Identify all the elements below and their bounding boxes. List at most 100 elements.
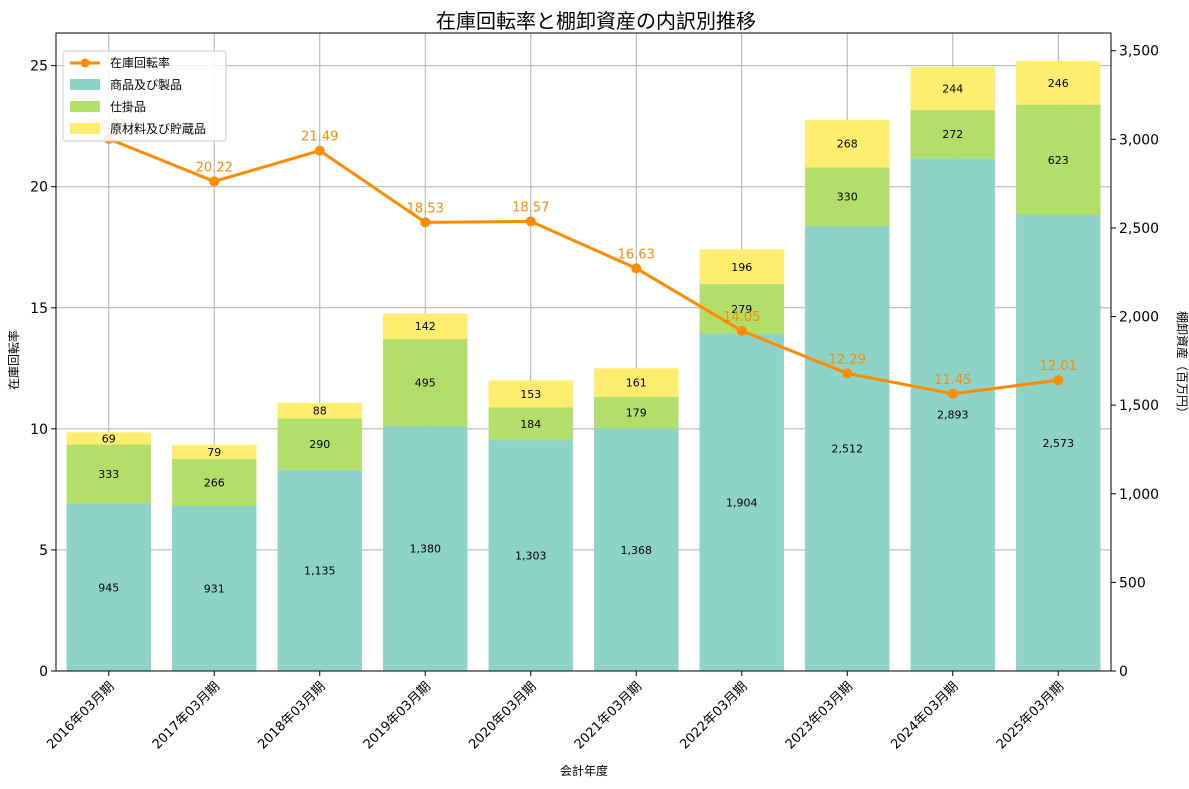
bar-segment	[594, 396, 679, 429]
bar-segment	[1016, 104, 1101, 216]
turnover-point	[842, 368, 853, 379]
turnover-value-label: 18.57	[512, 200, 549, 215]
left-tick-label: 5	[39, 543, 48, 559]
right-axis-label: 棚卸資産（百万円）	[1175, 311, 1189, 419]
bar-segment	[488, 407, 573, 441]
bar-value-label: 2,573	[1043, 437, 1075, 450]
left-tick-label: 10	[30, 422, 48, 438]
right-tick-label: 2,500	[1119, 221, 1159, 237]
legend-swatch-wip	[70, 101, 100, 112]
bar-segment	[910, 110, 995, 159]
bar-segment	[172, 458, 257, 507]
bar-labels: 945 333 69 931 266 79 1,135 290 88 1,380 495 142 1,3…	[98, 77, 1074, 596]
bar-segment	[172, 444, 257, 459]
bar-segment	[699, 333, 784, 671]
bar-segment	[277, 418, 362, 470]
bar-value-label: 246	[1048, 77, 1069, 90]
left-axis-label: 在庫回転率	[6, 330, 21, 390]
bar-value-label: 333	[98, 468, 119, 481]
bar-value-label: 184	[520, 418, 541, 431]
left-tick-label: 0	[39, 664, 48, 680]
turnover-value-label: 16.63	[618, 247, 655, 262]
legend-swatch-products	[70, 79, 100, 90]
x-tick-label: 2019年03月期	[361, 679, 434, 752]
x-tick-label: 2022年03月期	[677, 679, 750, 752]
legend-label-products: 商品及び製品	[110, 77, 182, 92]
bar-segment	[383, 338, 468, 427]
legend-label-materials: 原材料及び貯蔵品	[110, 122, 206, 136]
bar-value-label: 1,303	[515, 550, 547, 563]
turnover-point	[209, 176, 220, 187]
right-tick-label: 500	[1119, 575, 1146, 591]
bar-segment	[1016, 61, 1101, 105]
left-tick-label: 20	[30, 180, 48, 196]
turnover-value-label: 12.01	[1040, 359, 1077, 374]
x-tick-label: 2020年03月期	[466, 679, 539, 752]
legend: 在庫回転率 商品及び製品 仕掛品 原材料及び貯蔵品	[62, 50, 227, 142]
bar-segment	[805, 225, 890, 671]
bar-segment	[488, 440, 573, 671]
bar-value-label: 1,135	[304, 564, 336, 577]
left-tick-label: 15	[30, 301, 48, 317]
x-axis-label: 会計年度	[560, 763, 608, 778]
bar-value-label: 244	[942, 82, 963, 95]
bar-segment	[383, 426, 468, 671]
bar-segment	[488, 380, 573, 408]
turnover-point	[1053, 375, 1064, 386]
bar-value-label: 495	[415, 377, 436, 390]
x-tick-label: 2024年03月期	[888, 679, 961, 752]
x-axis-ticks: 2016年03月期 2017年03月期 2018年03月期 2019年03月期 2020…	[44, 671, 1067, 753]
right-tick-label: 2,000	[1119, 310, 1159, 326]
turnover-point	[736, 325, 747, 336]
bar-value-label: 179	[626, 407, 647, 420]
bar-value-label: 161	[626, 377, 647, 390]
bar-segment	[910, 158, 995, 671]
bar-segment	[383, 313, 468, 339]
bar-value-label: 1,380	[410, 543, 442, 556]
bar-segment	[805, 119, 890, 168]
turnover-value-label: 14.05	[723, 310, 760, 325]
plot-frame	[55, 32, 1112, 672]
bar-value-label: 290	[309, 438, 330, 451]
bar-segment	[1016, 215, 1101, 672]
right-tick-label: 0	[1119, 664, 1128, 680]
legend-swatch-materials	[70, 123, 100, 134]
bar-segment	[66, 432, 151, 445]
bar-value-label: 142	[415, 320, 436, 333]
turnover-point	[631, 263, 642, 274]
bar-value-label: 330	[837, 191, 858, 204]
x-tick-label: 2023年03月期	[783, 679, 856, 752]
right-axis-ticks: 0 500 1,000 1,500 2,000 2,500 3,000 3,500	[1111, 44, 1159, 680]
bar-value-label: 272	[942, 128, 963, 141]
bar-segment	[699, 249, 784, 285]
right-tick-label: 3,000	[1119, 132, 1159, 148]
legend-box	[62, 50, 227, 142]
bar-segment	[910, 66, 995, 111]
x-tick-label: 2016年03月期	[44, 679, 117, 752]
bar-segment	[594, 368, 679, 397]
bar-value-label: 79	[207, 446, 221, 459]
turnover-point	[314, 145, 325, 156]
bar-value-label: 1,368	[621, 544, 653, 557]
turnover-point	[947, 388, 958, 399]
bar-segment	[277, 469, 362, 671]
bar-segment	[172, 506, 257, 671]
bar-value-label: 623	[1048, 154, 1069, 167]
x-tick-label: 2018年03月期	[255, 679, 328, 752]
bar-segment	[594, 428, 679, 671]
turnover-polyline	[108, 137, 1059, 396]
bar-value-label: 1,904	[726, 496, 758, 509]
bar-segment	[66, 444, 151, 504]
x-tick-label: 2025年03月期	[994, 679, 1067, 752]
legend-line-marker	[80, 58, 90, 68]
right-tick-label: 1,000	[1119, 487, 1159, 503]
bar-value-label: 931	[204, 583, 225, 596]
turnover-value-label: 21.49	[301, 130, 338, 145]
bar-segment	[277, 402, 362, 419]
x-tick-label: 2017年03月期	[150, 679, 223, 752]
bar-value-label: 196	[731, 261, 752, 274]
legend-label-wip: 仕掛品	[110, 99, 146, 114]
bar-value-label: 2,893	[937, 409, 969, 422]
bar-value-label: 279	[731, 303, 752, 316]
turnover-line	[103, 133, 1064, 399]
